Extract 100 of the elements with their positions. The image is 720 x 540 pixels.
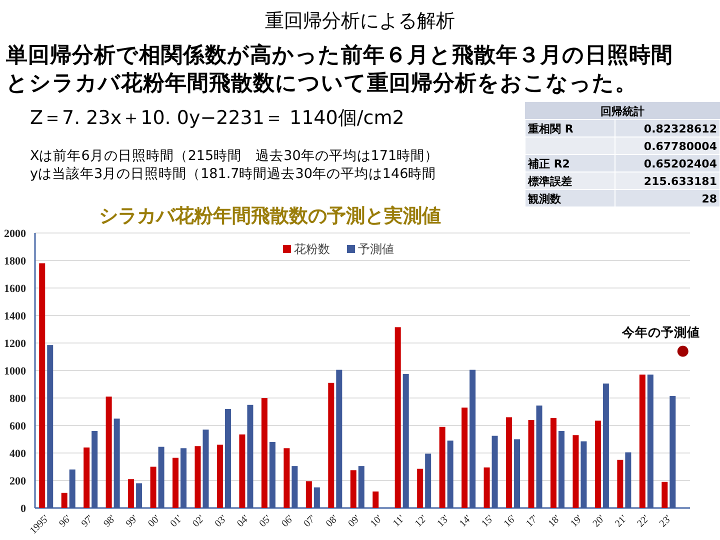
y-tick-label: 0	[20, 503, 26, 515]
chart-title: 重回帰分析による解析	[265, 10, 455, 32]
bar	[417, 468, 424, 508]
bar	[662, 482, 668, 508]
bar	[617, 460, 624, 508]
x-tick-label: 14'	[458, 513, 474, 530]
x-tick-label: 00'	[146, 513, 163, 530]
bar	[69, 470, 76, 508]
x-tick-label: 16'	[502, 513, 518, 530]
x-tick-label: 04'	[235, 513, 252, 530]
text: Z＝7. 23x＋10. 0y−2231＝ 1140個/cm2	[30, 107, 404, 129]
chart-subtitle: 単回帰分析で相関係数が高かった前年６月と飛散年３月の日照時間	[5, 42, 673, 68]
bar	[47, 345, 54, 508]
bar	[350, 470, 356, 508]
bar	[194, 446, 201, 508]
bar	[114, 418, 120, 508]
x-tick-label: 17'	[524, 513, 541, 530]
bar	[216, 444, 223, 508]
bar	[92, 431, 98, 508]
bar	[572, 435, 579, 508]
x-tick-label: 06'	[280, 513, 296, 530]
bar	[328, 382, 334, 508]
bar	[61, 492, 68, 508]
legend-label: 予測値	[358, 242, 394, 256]
bar	[284, 448, 290, 508]
bar	[462, 408, 468, 508]
x-tick-label: 20'	[590, 513, 608, 530]
text: シラカバ花粉年間飛散数の予測と実測値	[99, 205, 441, 227]
bar	[514, 439, 520, 508]
bar	[158, 446, 164, 508]
x-tick-label: 23'	[658, 513, 674, 530]
bar	[528, 420, 534, 508]
bar	[84, 448, 90, 508]
bar	[639, 374, 646, 508]
bar	[261, 398, 268, 508]
bar	[224, 409, 231, 508]
x-tick-label: 19'	[568, 513, 585, 530]
bar	[128, 479, 134, 508]
bar	[358, 466, 364, 508]
bar	[492, 436, 498, 508]
bar	[292, 466, 298, 508]
bar	[180, 448, 187, 508]
y-tick-label: 1800	[4, 256, 26, 268]
series-label: 今年の予測値	[620, 324, 700, 340]
x-tick-label: 97'	[80, 513, 96, 530]
y-tick-label: 1400	[4, 310, 26, 322]
bar	[402, 374, 409, 508]
x-tick-label: 08'	[324, 513, 340, 530]
bar	[647, 374, 654, 508]
x-tick-label: 12'	[413, 513, 430, 530]
x-tick-label: 10'	[368, 513, 385, 530]
y-tick-label: 200	[10, 476, 26, 488]
y-tick-label: 1200	[4, 338, 26, 350]
bar	[136, 483, 142, 508]
x-tick-label: 05'	[257, 513, 274, 530]
bar	[306, 481, 312, 508]
今年の予測値: 今年の予測値	[622, 324, 700, 357]
text: とシラカバ花粉年間飛散数について重回帰分析をおこなった。	[6, 71, 637, 96]
x-tick-label: 02'	[190, 513, 208, 530]
bar	[239, 434, 246, 508]
bar	[172, 458, 179, 508]
x-tick-label: 01'	[168, 513, 185, 530]
x-tick-label: 03'	[212, 513, 230, 530]
bar	[425, 454, 432, 508]
bar	[602, 384, 609, 508]
y-tick-label: 1600	[4, 283, 26, 295]
y-tick-label: 400	[10, 448, 26, 460]
x-tick-label: 09'	[346, 513, 363, 530]
x-tick-label: 99'	[124, 513, 140, 530]
bar	[314, 487, 320, 508]
regression-table: 回帰統計 重相関 R 0.82328612 0.67780004 補正 R2 0.65202404 標準誤差 215.633181 観測数 28	[524, 102, 720, 208]
x-tick-label: 13'	[435, 513, 452, 530]
text: yは当該年3月の日照時間（181.7時間過去30年の平均は146時間	[30, 166, 436, 182]
bar	[550, 418, 556, 508]
y-tick-label: 800	[10, 393, 26, 405]
y-tick-label: 2000	[4, 228, 26, 240]
y-tick-label: 1000	[4, 366, 26, 378]
legend-label: 花粉数	[294, 242, 330, 256]
x-tick-label: 07'	[302, 513, 318, 530]
x-tick-label: 98'	[102, 513, 118, 530]
bar	[372, 492, 379, 508]
bar	[484, 467, 490, 508]
bar	[394, 327, 401, 508]
bar	[150, 466, 156, 508]
x-tick-label: 96'	[57, 513, 74, 530]
x-tick-label: 18'	[546, 513, 563, 530]
y-tick-label: 600	[10, 420, 26, 432]
bar	[558, 431, 564, 508]
x-tick-label: 11'	[391, 513, 408, 530]
bar	[39, 263, 46, 508]
bar	[506, 417, 512, 508]
bar	[439, 426, 446, 508]
x-tick-label: 22'	[635, 513, 652, 530]
text: Xは前年6月の日照時間（215時間 過去30年の平均は171時間）	[30, 148, 439, 164]
bar	[536, 406, 542, 508]
x-tick-label: 21'	[613, 513, 630, 530]
bar	[106, 396, 112, 508]
bar	[580, 441, 587, 508]
bar	[269, 442, 276, 508]
bar	[594, 420, 601, 508]
